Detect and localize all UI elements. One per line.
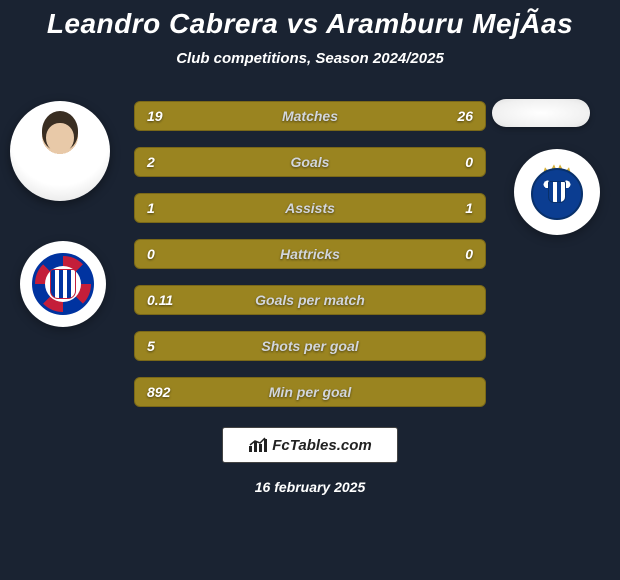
stat-left-value: 19 (147, 108, 187, 124)
stat-left-value: 2 (147, 154, 187, 170)
stat-row: 2 Goals 0 (134, 147, 486, 177)
stat-left-value: 892 (147, 384, 187, 400)
stat-label: Assists (285, 200, 335, 216)
stat-left-value: 0 (147, 246, 187, 262)
brand-chart-icon (248, 437, 268, 453)
espanyol-crest-icon (32, 253, 94, 315)
stat-label: Shots per goal (261, 338, 358, 354)
stat-label: Goals (291, 154, 330, 170)
club-right-crest (514, 149, 600, 235)
stat-row: 5 Shots per goal (134, 331, 486, 361)
brand-text: FcTables.com (272, 437, 371, 454)
stat-left-value: 5 (147, 338, 187, 354)
real-sociedad-crest-icon (526, 161, 588, 223)
stat-row: 1 Assists 1 (134, 193, 486, 223)
header: Leandro Cabrera vs Aramburu MejÃas Club … (0, 0, 620, 67)
club-left-crest (20, 241, 106, 327)
stat-label: Matches (282, 108, 338, 124)
stat-right-value: 1 (433, 200, 473, 216)
stat-left-value: 1 (147, 200, 187, 216)
stat-label: Goals per match (255, 292, 365, 308)
stat-row: 19 Matches 26 (134, 101, 486, 131)
stat-right-value: 0 (433, 246, 473, 262)
stat-label: Hattricks (280, 246, 340, 262)
stat-right-value: 0 (433, 154, 473, 170)
brand-badge[interactable]: FcTables.com (222, 427, 398, 463)
stat-row: 0.11 Goals per match (134, 285, 486, 315)
page-title: Leandro Cabrera vs Aramburu MejÃas (0, 8, 620, 40)
stat-row: 892 Min per goal (134, 377, 486, 407)
stat-right-value: 26 (433, 108, 473, 124)
stat-row: 0 Hattricks 0 (134, 239, 486, 269)
player-left-avatar (10, 101, 110, 201)
stat-left-value: 0.11 (147, 292, 187, 308)
main-area: 19 Matches 26 2 Goals 0 1 Assists 1 0 Hattricks 0 0.… (0, 101, 620, 495)
footer-date: 16 february 2025 (0, 479, 620, 495)
page-subtitle: Club competitions, Season 2024/2025 (0, 50, 620, 67)
player-right-avatar (492, 99, 590, 127)
stat-label: Min per goal (269, 384, 351, 400)
stats-table: 19 Matches 26 2 Goals 0 1 Assists 1 0 Hattricks 0 0.… (134, 101, 486, 407)
